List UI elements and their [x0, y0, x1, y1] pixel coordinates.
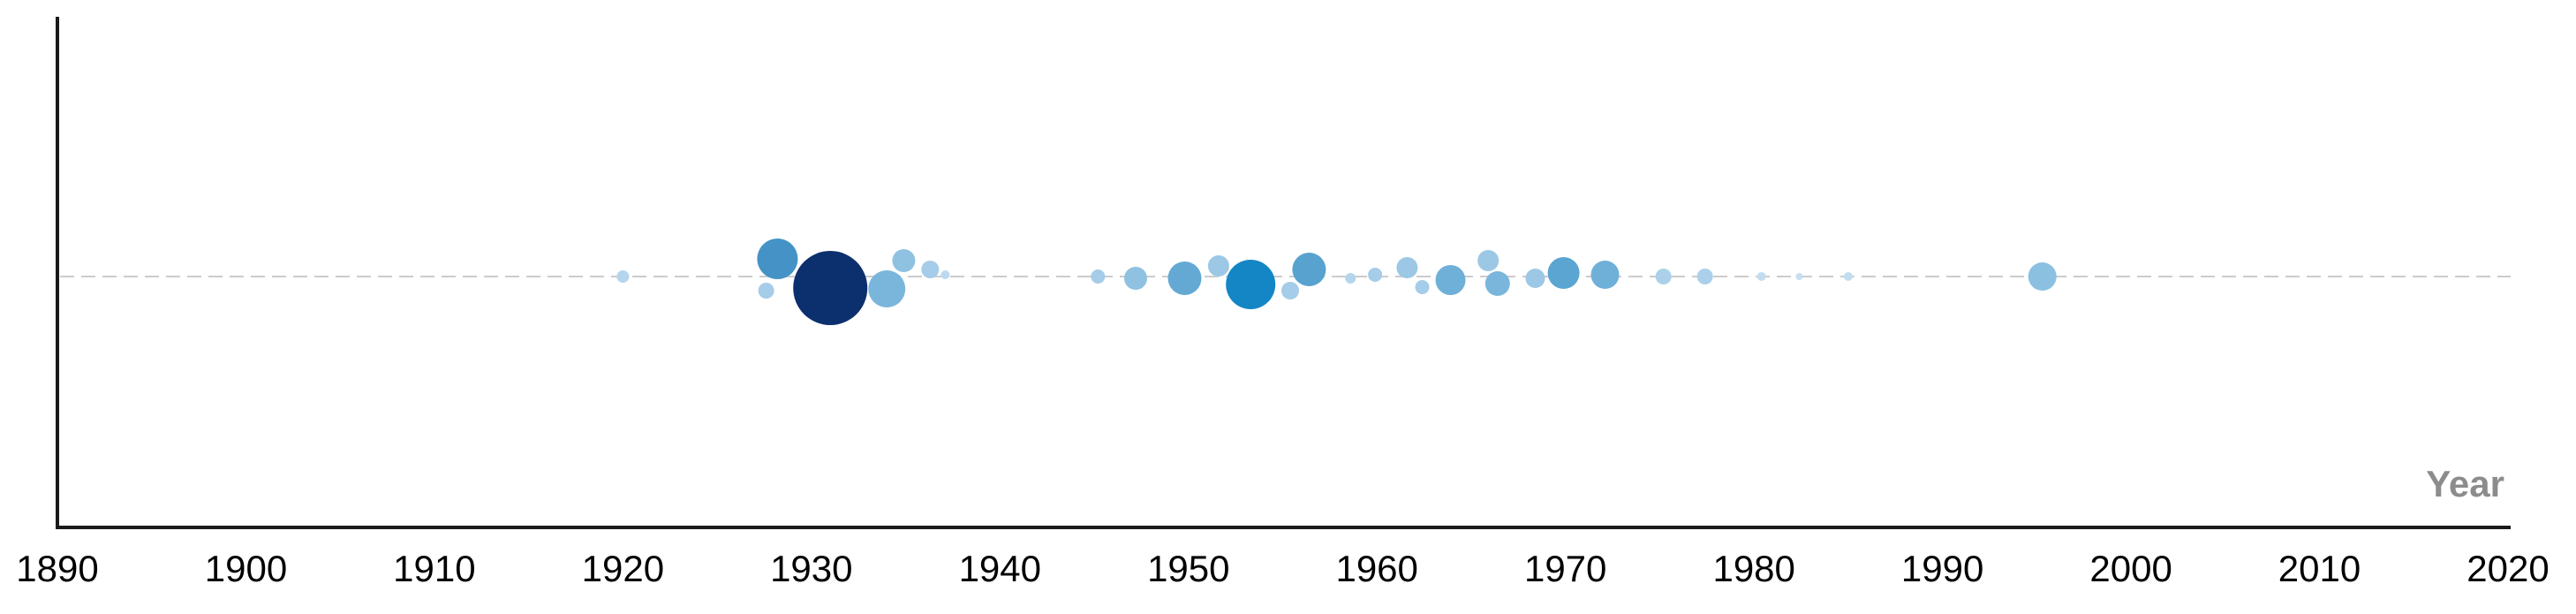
x-tick-label: 1970	[1524, 548, 1606, 589]
x-tick-label: 2010	[2278, 548, 2361, 589]
data-bubble[interactable]	[868, 270, 906, 307]
x-tick-label: 2020	[2466, 548, 2549, 589]
tick-layer: 1890 1900 1910 1920 1930 1940 1950 1960 1970 1980…	[16, 548, 2549, 589]
data-bubble[interactable]	[1226, 260, 1276, 309]
axis-layer	[56, 17, 2511, 529]
data-bubble[interactable]	[1477, 250, 1500, 271]
data-bubble[interactable]	[1207, 255, 1229, 277]
data-bubble[interactable]	[1345, 273, 1356, 284]
data-bubble[interactable]	[1396, 257, 1418, 278]
x-tick-label: 2000	[2089, 548, 2172, 589]
data-bubble[interactable]	[1655, 269, 1672, 284]
data-bubble[interactable]	[1091, 269, 1106, 284]
data-bubble[interactable]	[2028, 262, 2057, 291]
x-tick-label: 1890	[16, 548, 98, 589]
data-bubble[interactable]	[1696, 269, 1713, 284]
data-bubble[interactable]	[793, 251, 868, 325]
data-bubble[interactable]	[1590, 261, 1620, 289]
x-tick-label: 1910	[393, 548, 475, 589]
data-bubble[interactable]	[1795, 273, 1803, 280]
data-bubble[interactable]	[1756, 272, 1766, 281]
data-bubble[interactable]	[1368, 268, 1383, 282]
data-bubble[interactable]	[941, 270, 950, 279]
data-bubble[interactable]	[921, 261, 940, 278]
data-bubble[interactable]	[758, 283, 774, 299]
bubble-layer	[616, 239, 2057, 325]
x-tick-label: 1900	[205, 548, 287, 589]
data-bubble[interactable]	[1281, 282, 1299, 299]
data-bubble[interactable]	[892, 249, 916, 272]
x-tick-label: 1980	[1712, 548, 1794, 589]
data-bubble[interactable]	[1292, 253, 1326, 286]
x-tick-label: 1950	[1147, 548, 1229, 589]
x-axis-title: Year	[2426, 463, 2504, 504]
data-bubble[interactable]	[1124, 267, 1147, 290]
data-bubble[interactable]	[1525, 269, 1545, 288]
data-bubble[interactable]	[616, 270, 630, 283]
data-bubble[interactable]	[1547, 257, 1580, 289]
data-bubble[interactable]	[1484, 271, 1510, 296]
data-bubble[interactable]	[1167, 262, 1202, 295]
x-tick-label: 1930	[770, 548, 852, 589]
data-bubble[interactable]	[1435, 265, 1466, 295]
data-bubble[interactable]	[757, 239, 798, 279]
data-bubble[interactable]	[1415, 280, 1430, 294]
x-tick-label: 1940	[959, 548, 1041, 589]
x-tick-label: 1920	[582, 548, 664, 589]
x-tick-label: 1990	[1901, 548, 1983, 589]
x-tick-label: 1960	[1335, 548, 1417, 589]
data-bubble[interactable]	[1843, 272, 1853, 281]
